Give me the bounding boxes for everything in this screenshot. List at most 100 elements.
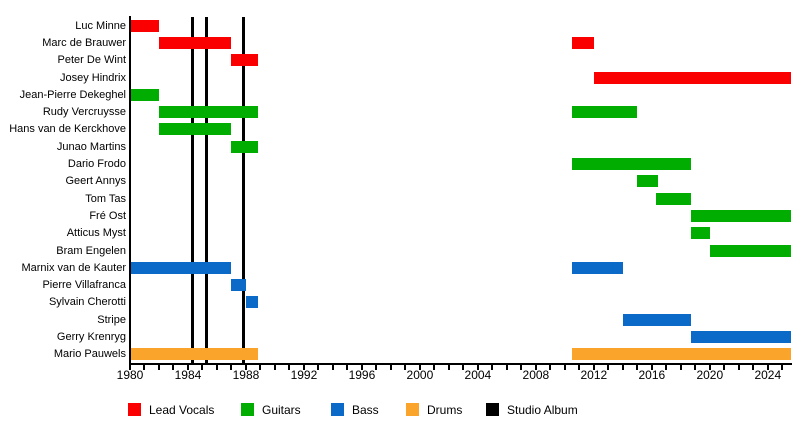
axis-tick-label: 1996 [348,368,376,382]
axis-tick [520,365,523,370]
timeline-bar [158,36,232,49]
timeline-bar [572,36,594,49]
axis-tick [404,365,407,370]
timeline-bar [158,106,258,119]
timeline-bar [572,261,623,274]
row-label: Mario Pauwels [53,348,126,361]
timeline-bar [593,71,791,84]
axis-tick [317,365,320,370]
legend-label: Lead Vocals [149,403,215,417]
timeline-bar [637,175,658,188]
axis-tick-label: 1984 [174,368,202,382]
axis-tick-label: 2020 [696,368,724,382]
timeline-bar [231,140,258,153]
studio-album-line [205,17,209,363]
timeline-bar [690,227,710,240]
axis-tick [375,365,378,370]
axis-tick [491,365,494,370]
row-label: Rudy Vercruysse [42,106,126,119]
timeline-bar [572,348,791,361]
axis-tick [665,365,668,370]
axis-tick [578,365,581,370]
axis-tick [505,365,508,370]
row-label: Sylvain Cherotti [48,296,126,309]
axis-tick [273,365,276,370]
timeline-bar [130,348,258,361]
timeline-bar [656,192,691,205]
timeline-bar [130,88,159,101]
axis-tick [433,365,436,370]
studio-album-line [190,17,194,363]
axis-tick [244,365,247,370]
axis-tick-label: 1988 [232,368,260,382]
legend-swatch [241,403,254,416]
row-label: Jean-Pierre Dekeghel [19,88,126,101]
row-label: Fré Ost [89,209,126,222]
legend-label: Drums [427,403,463,417]
axis-tick [331,365,334,370]
axis-tick [592,365,595,370]
axis-tick [621,365,624,370]
axis-tick [534,365,537,370]
legend-label: Guitars [262,403,301,417]
axis-tick [650,365,653,370]
timeline-bar [231,54,258,67]
axis-tick [636,365,639,370]
timeline-bar [572,106,638,119]
row-label: Marnix van de Kauter [21,261,126,274]
axis-tick [230,365,233,370]
timeline-bar [245,296,258,309]
axis-tick [766,365,769,370]
timeline-bar [690,209,791,222]
axis-tick [418,365,421,370]
timeline-bar [690,331,791,344]
axis-tick-label: 2012 [580,368,608,382]
row-label: Marc de Brauwer [42,36,126,49]
axis-tick-label: 2000 [406,368,434,382]
axis-tick [462,365,465,370]
axis-tick [476,365,479,370]
axis-tick-label: 2008 [522,368,550,382]
axis-tick [549,365,552,370]
axis-tick [157,365,160,370]
studio-album-line [241,17,245,363]
axis-tick-label: 1980 [116,368,144,382]
row-label: Peter De Wint [57,54,126,67]
axis-tick [186,365,189,370]
timeline-bar [622,313,691,326]
axis-tick [288,365,291,370]
axis-tick [172,365,175,370]
axis-tick [694,365,697,370]
axis-tick [259,365,262,370]
axis-tick [346,365,349,370]
axis-tick [708,365,711,370]
axis-tick-label: 2024 [754,368,782,382]
legend-swatch [128,403,141,416]
row-label: Bram Engelen [56,244,126,257]
timeline-bar [709,244,791,257]
row-label: Pierre Villafranca [42,279,126,292]
row-label: Junao Martins [56,140,126,153]
timeline-bar [231,279,246,292]
axis-tick [781,365,784,370]
axis-tick [607,365,610,370]
axis-tick [737,365,740,370]
axis-tick [752,365,755,370]
axis-tick [447,365,450,370]
row-label: Hans van de Kerckhove [9,123,126,136]
row-label: Geert Annys [65,175,126,188]
axis-tick [679,365,682,370]
axis-tick [563,365,566,370]
legend-swatch [331,403,344,416]
row-label: Atticus Myst [66,227,126,240]
axis-tick [360,365,363,370]
legend-label: Bass [352,403,379,417]
legend-label: Studio Album [507,403,578,417]
axis-tick-label: 2016 [638,368,666,382]
timeline-bar [572,158,691,171]
legend-swatch [486,403,499,416]
axis-tick [201,365,204,370]
row-label: Gerry Krenryg [56,331,126,344]
